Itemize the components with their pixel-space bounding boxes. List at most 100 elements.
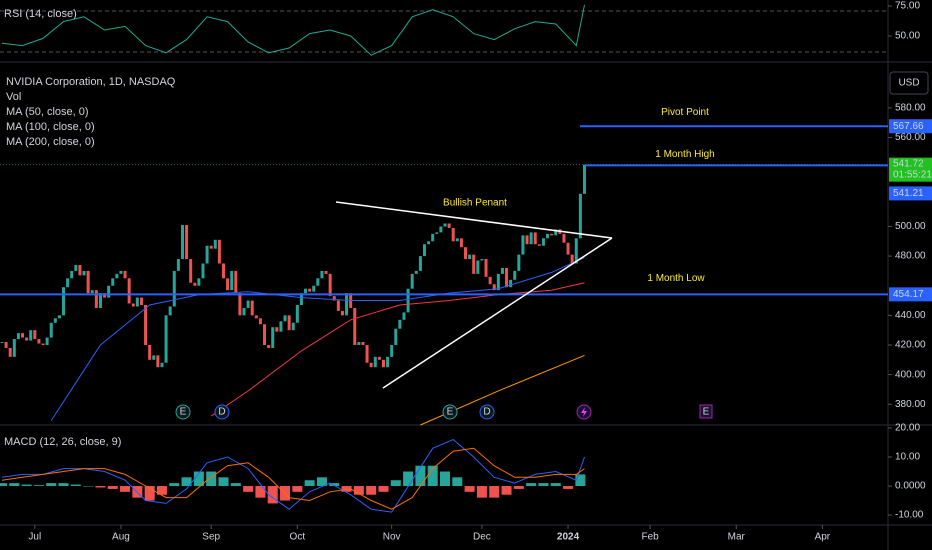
y-tick-label: 580.00 <box>895 103 926 114</box>
event-icon[interactable] <box>442 404 458 420</box>
histogram-bar <box>255 486 266 498</box>
candle <box>8 347 12 357</box>
candle <box>90 290 94 294</box>
candle <box>525 235 529 245</box>
candle <box>148 344 152 360</box>
candle <box>332 296 336 301</box>
y-tick-label: 380.00 <box>895 399 926 410</box>
split-icon-bolt <box>581 407 587 417</box>
histogram-bar <box>538 483 549 487</box>
volume-label: Vol <box>6 91 21 103</box>
candle <box>484 259 488 277</box>
histogram-bar <box>378 486 389 492</box>
candle <box>398 319 402 329</box>
candle <box>451 227 455 242</box>
event-icon[interactable] <box>479 404 495 420</box>
candle <box>144 304 148 345</box>
symbol-title: NVIDIA Corporation, 1D, NASDAQ <box>6 76 176 88</box>
histogram-bar <box>501 486 512 495</box>
candle <box>37 339 41 344</box>
histogram-bar <box>83 486 94 487</box>
candle <box>283 315 287 322</box>
y-tick-label: 20.00 <box>895 423 920 434</box>
candle <box>427 241 431 245</box>
moving-average <box>210 282 585 417</box>
histogram-bar <box>464 486 475 492</box>
candle <box>271 327 275 348</box>
candle <box>340 310 344 316</box>
candle <box>443 223 447 227</box>
histogram-bar <box>526 483 537 487</box>
candle <box>12 339 16 357</box>
candle <box>185 224 189 260</box>
candle <box>115 273 119 279</box>
event-label: E <box>180 407 187 418</box>
candle <box>230 270 234 291</box>
histogram-bar <box>70 484 81 487</box>
candle <box>496 273 500 291</box>
candle <box>222 263 225 279</box>
candle <box>447 223 451 228</box>
histogram-bar <box>403 471 414 487</box>
x-tick-label: Feb <box>641 532 659 543</box>
candle <box>480 259 484 261</box>
price-tag <box>889 119 932 134</box>
candle <box>574 238 578 264</box>
level-label: 1 Month High <box>655 149 714 160</box>
candle <box>299 293 303 305</box>
histogram-bar <box>9 483 20 487</box>
histogram-bar <box>550 483 561 487</box>
candle <box>74 264 78 271</box>
candle <box>287 315 291 331</box>
candle <box>66 278 70 288</box>
histogram-bar <box>181 477 192 487</box>
histogram-bar <box>575 474 586 487</box>
candle <box>82 270 86 276</box>
histogram-bar <box>218 477 229 487</box>
candle <box>123 270 127 279</box>
candle <box>509 279 513 288</box>
candle <box>16 333 20 340</box>
candle <box>250 300 254 316</box>
candle <box>127 278 131 304</box>
candle <box>513 270 517 280</box>
x-tick-label: Aug <box>112 532 130 543</box>
y-tick-label: 440.00 <box>895 310 926 321</box>
histogram-bar <box>230 483 241 487</box>
histogram-bar <box>415 465 426 487</box>
y-tick-label: 480.00 <box>895 251 926 262</box>
candle <box>365 344 369 363</box>
event-icon[interactable] <box>175 404 191 420</box>
candle <box>373 356 377 368</box>
event-label: D <box>218 407 225 418</box>
price-tag <box>889 186 932 201</box>
y-tick-label: 0.0000 <box>895 481 926 492</box>
candle <box>201 263 205 279</box>
countdown: 01:55:21 <box>893 169 932 180</box>
event-icon[interactable] <box>214 404 230 420</box>
candle <box>439 226 443 233</box>
candle <box>435 232 439 234</box>
candle <box>381 359 385 368</box>
event-label: E <box>703 407 710 418</box>
event-icon[interactable] <box>699 404 713 419</box>
histogram-bar <box>316 477 327 487</box>
candle <box>402 312 406 320</box>
histogram-bar <box>427 465 438 487</box>
event-label: D <box>483 407 490 418</box>
candle <box>529 232 533 245</box>
histogram-bar <box>452 477 463 487</box>
currency-button[interactable] <box>889 71 929 95</box>
candle <box>386 356 390 368</box>
histogram-bar <box>489 486 500 498</box>
candle <box>57 315 61 319</box>
price-tag-label: 454.17 <box>893 289 924 300</box>
candle <box>492 284 496 291</box>
histogram-bar <box>120 486 131 492</box>
candle <box>505 267 509 288</box>
candle <box>189 259 193 283</box>
candle <box>131 303 135 307</box>
histogram-bar <box>58 483 69 487</box>
